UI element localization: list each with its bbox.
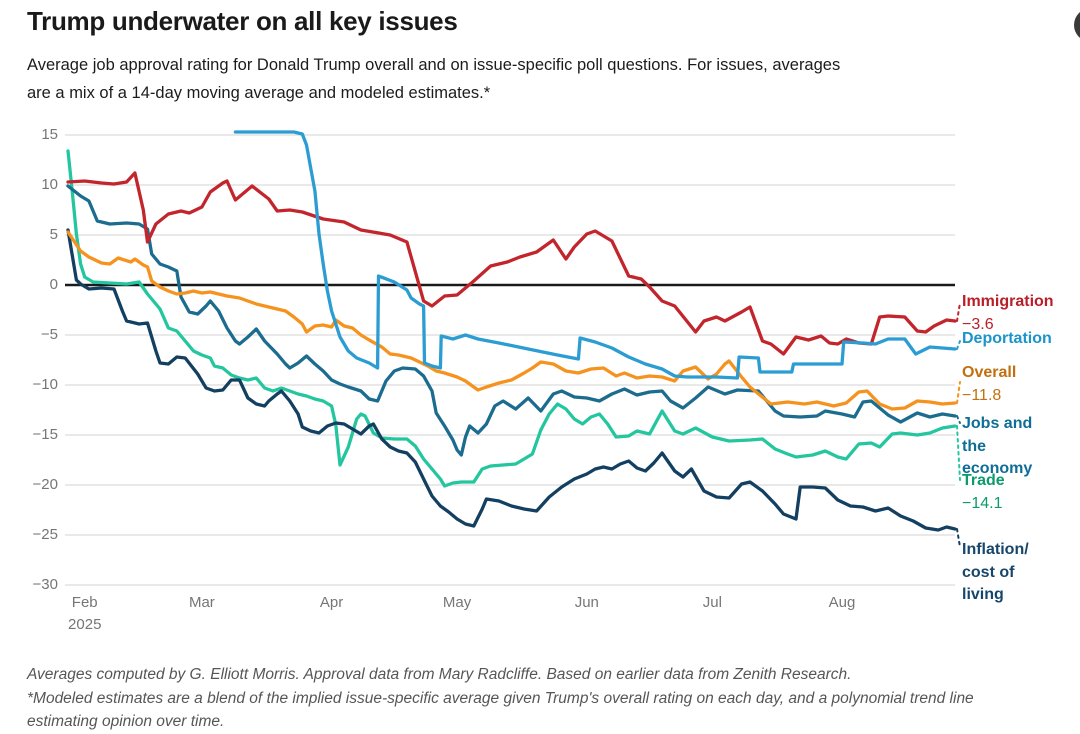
- series-line-jobs: [66, 184, 957, 457]
- y-tick-label: −20: [32, 476, 58, 493]
- series-line-trade: [66, 149, 957, 488]
- x-tick-label: Jul: [702, 594, 722, 611]
- leader-line-immigration: [956, 302, 961, 322]
- chart-subtitle: Average job approval rating for Donald T…: [27, 52, 840, 107]
- legend-entry-jobs: Jobs and the economy: [962, 413, 1032, 481]
- subtitle-line-1: Average job approval rating for Donald T…: [27, 56, 841, 74]
- leader-line-overall: [956, 381, 961, 404]
- legend-label-jobs: economy: [962, 460, 1033, 477]
- legend-value-overall: −11.8: [962, 387, 1002, 404]
- y-tick-label: 0: [49, 276, 58, 293]
- x-tick-label: Apr: [319, 594, 344, 611]
- x-tick-label: Aug: [828, 594, 856, 611]
- legend-entry-deportation: Deportation: [962, 328, 1052, 351]
- series-line-deportation: [233, 130, 957, 380]
- footnote-line-1: Averages computed by G. Elliott Morris. …: [27, 666, 852, 683]
- y-tick-label: −25: [32, 526, 58, 543]
- legend-label-jobs: Jobs and: [962, 415, 1033, 432]
- legend-entry-inflation: Inflation/cost of living: [962, 539, 1029, 607]
- legend-label-immigration: Immigration: [962, 293, 1054, 310]
- x-tick-label: Mar: [188, 594, 215, 611]
- legend-label-inflation: living: [962, 586, 1004, 603]
- page-title: Trump underwater on all key issues: [27, 6, 458, 36]
- footnote-line-2: *Modeled estimates are a blend of the im…: [27, 689, 974, 707]
- leader-line-jobs: [956, 415, 961, 424]
- y-tick-label: −10: [32, 376, 58, 393]
- y-tick-label: 10: [41, 176, 58, 193]
- y-tick-label: −30: [32, 576, 58, 593]
- legend-label-deportation: Deportation: [962, 330, 1052, 347]
- legend-label-inflation: cost of: [962, 563, 1015, 581]
- legend-entry-overall: Overall: [962, 362, 1016, 385]
- subtitle-line-2: are a mix of a 14-day moving average and…: [27, 83, 491, 102]
- x-tick-label: Feb: [71, 594, 98, 611]
- leader-line-inflation: [956, 528, 961, 548]
- leader-line-trade: [956, 425, 961, 481]
- y-tick-label: −5: [40, 326, 58, 343]
- y-tick-label: −15: [32, 426, 58, 443]
- x-tick-label: May: [442, 594, 472, 611]
- series-line-overall: [66, 230, 957, 411]
- legend-label-overall: Overall: [962, 364, 1017, 381]
- legend-label-inflation: Inflation/: [962, 541, 1029, 558]
- x-tick-label: Jun: [574, 594, 599, 611]
- legend-label-trade: Trade: [962, 472, 1005, 489]
- legend-value-immigration: −3.6: [962, 316, 994, 333]
- y-tick-label: 5: [49, 226, 58, 243]
- leader-line-deportation: [956, 340, 961, 350]
- legend-entry-trade: Trade: [962, 470, 1005, 493]
- series-line-immigration: [66, 171, 957, 356]
- series-line-inflation: [66, 228, 957, 532]
- chart-footnote: Averages computed by G. Elliott Morris. …: [27, 663, 974, 734]
- legend-entry-immigration: Immigration: [962, 291, 1054, 314]
- y-tick-label: 15: [41, 126, 58, 143]
- legend-value-trade: −14.1: [962, 495, 1003, 512]
- legend-label-jobs: the: [962, 437, 986, 455]
- footnote-line-3: estimating opinion over time.: [27, 713, 225, 730]
- x-tick-sublabel: 2025: [68, 616, 102, 633]
- clipped-corner-button[interactable]: [1074, 8, 1080, 42]
